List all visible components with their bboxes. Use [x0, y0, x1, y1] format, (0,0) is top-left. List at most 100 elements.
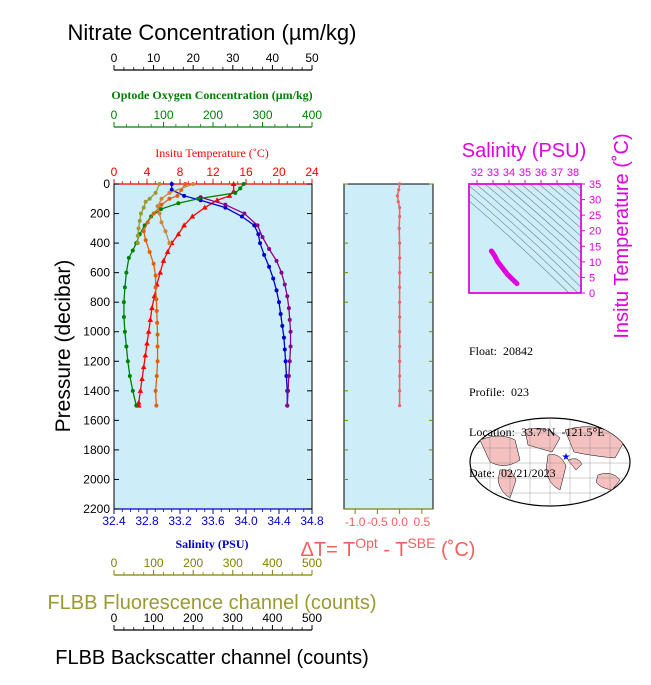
data-point — [143, 199, 148, 204]
data-point — [286, 388, 291, 393]
fluorescence-tick-label: 500 — [302, 556, 322, 570]
delta-t-point — [398, 389, 402, 393]
data-point — [154, 403, 159, 408]
data-point — [124, 344, 129, 349]
data-point — [159, 207, 164, 212]
delta-t-tick-label: 0.0 — [391, 515, 408, 529]
oxygen-tick-label: 0 — [111, 108, 118, 122]
data-point — [262, 252, 267, 257]
ts-x-tick-label: 35 — [519, 167, 531, 179]
ts-y-tick-label: 35 — [589, 179, 601, 191]
ts-y-tick-label: 30 — [589, 195, 601, 207]
nitrate-tick-label: 20 — [187, 51, 201, 65]
ts-axes: 32 33 34 35 36 37 38 0 5 10 15 20 25 30 35 — [468, 167, 601, 300]
land-mass — [524, 428, 561, 453]
ts-y-tick-label: 0 — [589, 288, 595, 300]
float-location-marker-icon: ★ — [562, 452, 571, 463]
pressure-tick-label: 2000 — [83, 472, 110, 486]
delta-t-title-sup-sbe: SBE — [407, 535, 435, 551]
data-point — [287, 359, 292, 364]
backscatter-tick-label: 200 — [183, 611, 203, 625]
oxygen-axis-title: Optode Oxygen Concentration (µm/kg) — [111, 88, 312, 102]
data-point — [274, 288, 279, 293]
delta-t-point — [398, 214, 402, 219]
data-point — [230, 181, 237, 186]
delta-t-tick-label: -1.0 — [345, 515, 366, 529]
data-point — [260, 235, 265, 240]
density-contour — [493, 184, 581, 262]
data-point — [135, 241, 140, 246]
data-point — [223, 205, 228, 210]
ts-y-tick-label: 5 — [589, 272, 595, 284]
data-point — [157, 211, 162, 216]
data-point — [267, 247, 272, 251]
backscatter-tick-label: 100 — [144, 611, 164, 625]
data-point — [282, 347, 287, 352]
data-point — [267, 264, 272, 269]
data-point — [134, 403, 139, 408]
data-point — [147, 196, 152, 201]
delta-t-tick-label: 0.5 — [414, 515, 431, 529]
pressure-tick-label: 400 — [90, 236, 110, 250]
salinity-tick-label: 33.2 — [168, 514, 192, 528]
data-point — [159, 220, 164, 225]
backscatter-axis-title: FLBB Backscatter channel (counts) — [55, 647, 368, 669]
ts-plot-area — [468, 183, 582, 294]
backscatter-tick-label: 400 — [262, 611, 282, 625]
temperature-tick-label: 12 — [206, 165, 220, 179]
data-point — [145, 328, 152, 334]
data-point — [149, 305, 155, 311]
data-point — [130, 248, 135, 253]
temperature-tick-label: 16 — [239, 165, 253, 179]
data-point — [288, 344, 293, 349]
temperature-tick-label: 0 — [111, 165, 118, 179]
data-point — [154, 309, 159, 314]
data-point — [239, 214, 244, 219]
data-point — [286, 306, 291, 311]
delta-t-point — [398, 182, 402, 186]
ts-x-tick-label: 32 — [471, 167, 483, 179]
data-point — [283, 359, 288, 364]
data-point — [151, 261, 156, 266]
data-point — [135, 399, 142, 405]
data-point — [157, 182, 162, 186]
data-point — [137, 387, 144, 393]
data-point — [121, 314, 126, 319]
data-point — [242, 211, 247, 216]
series-line-salinity-purple — [200, 196, 292, 406]
delta-t-point — [397, 226, 401, 230]
pressure-tick-label: 200 — [90, 207, 110, 221]
data-point — [155, 344, 160, 349]
data-point — [144, 340, 150, 346]
data-point — [159, 202, 164, 207]
density-contour — [529, 184, 581, 229]
delta-t-point — [398, 241, 402, 245]
ts-temperature-title: Insitu Temperature (˚C) — [611, 133, 633, 338]
ts-x-tick-label: 37 — [551, 167, 563, 179]
data-point — [121, 300, 126, 305]
salinity-tick-label: 32.8 — [135, 514, 159, 528]
pressure-tick-label: 1000 — [83, 325, 110, 339]
delta-t-plot-area — [343, 183, 434, 510]
data-point — [271, 276, 276, 281]
data-point — [141, 205, 146, 210]
delta-t-axis-title: ΔT= TOpt - TSBE (˚C) — [301, 535, 476, 561]
data-point — [151, 211, 156, 216]
data-point — [137, 218, 142, 223]
delta-t-point — [398, 256, 402, 260]
data-point — [175, 231, 182, 237]
delta-t-title-suffix: (˚C) — [435, 539, 475, 561]
data-point — [287, 317, 292, 322]
data-point — [238, 186, 243, 191]
data-point — [183, 182, 188, 186]
delta-t-point — [398, 271, 402, 275]
series-line-nitrate-orange — [143, 183, 186, 406]
salinity-tick-label: 33.6 — [201, 514, 225, 528]
salinity-tick-label: 32.4 — [102, 514, 126, 528]
data-point — [279, 270, 284, 275]
data-point — [160, 257, 167, 263]
data-point — [169, 182, 174, 186]
data-point — [189, 213, 196, 219]
data-point — [155, 332, 160, 337]
